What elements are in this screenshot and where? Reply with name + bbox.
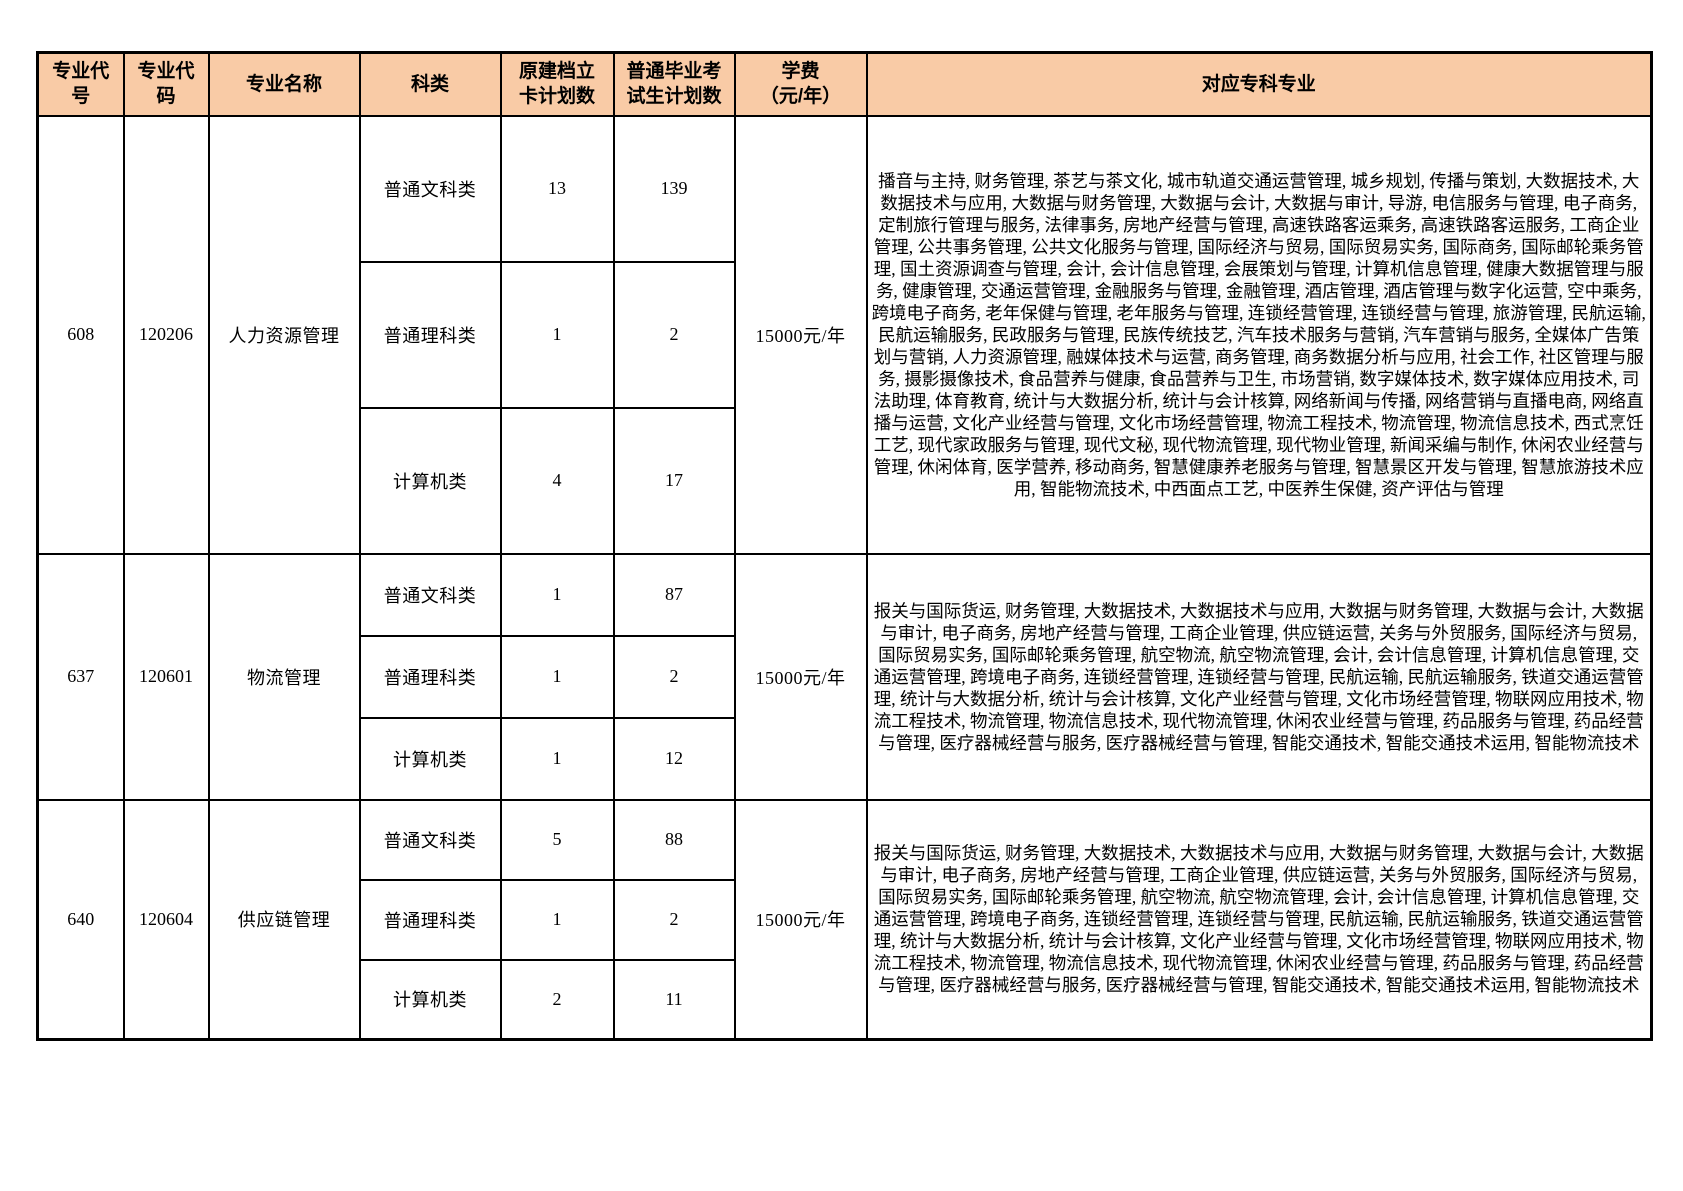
archive-plan-cell: 1: [499, 878, 615, 961]
category-cell: 普通理科类: [358, 878, 502, 961]
table-row: 计算机类 1 12: [38, 716, 1652, 801]
general-plan-cell: 11: [612, 958, 736, 1041]
table-row: 637 120601 物流管理 普通文科类 1 87 15000元/年 报关与国…: [36, 552, 1653, 801]
archive-plan-cell: 13: [499, 114, 615, 263]
general-plan-cell: 88: [612, 798, 736, 881]
header-corresponding-majors: 对应专科专业: [865, 51, 1653, 117]
major-name-cell: 物流管理: [207, 552, 361, 801]
general-plan-cell: 2: [612, 878, 736, 961]
category-cell: 计算机类: [358, 958, 502, 1041]
table-row: 普通理科类 1 2: [38, 634, 1652, 719]
header-subject-category: 科类: [358, 51, 502, 117]
header-archive-plan: 原建档立 卡计划数: [499, 51, 615, 117]
category-cell: 普通文科类: [358, 552, 502, 637]
table-row: 640 120604 供应链管理 普通文科类 5 88 15000元/年 报关与…: [36, 798, 1653, 1041]
table-row: 计算机类 2 11: [38, 958, 1652, 1041]
table-row: 普通理科类 1 2: [38, 878, 1652, 961]
table-row: 普通理科类 1 2: [38, 260, 1652, 409]
header-major-code-no: 专业代号: [36, 51, 125, 117]
archive-plan-cell: 1: [499, 716, 615, 801]
tuition-cell: 15000元/年: [733, 114, 868, 555]
general-plan-cell: 2: [612, 260, 736, 409]
major-name-cell: 供应链管理: [207, 798, 361, 1041]
tuition-cell: 15000元/年: [733, 552, 868, 801]
archive-plan-cell: 1: [499, 552, 615, 637]
major-code-no-cell: 608: [36, 114, 125, 555]
tuition-cell: 15000元/年: [733, 798, 868, 1041]
category-cell: 普通文科类: [358, 798, 502, 881]
general-plan-cell: 12: [612, 716, 736, 801]
archive-plan-cell: 2: [499, 958, 615, 1041]
archive-plan-cell: 1: [499, 634, 615, 719]
general-plan-cell: 139: [612, 114, 736, 263]
header-major-code: 专业代码: [122, 51, 210, 117]
category-cell: 普通理科类: [358, 634, 502, 719]
table-row: 608 120206 人力资源管理 普通文科类 13 139 15000元/年 …: [36, 114, 1653, 555]
major-code-no-cell: 637: [36, 552, 125, 801]
table-row: 计算机类 4 17: [38, 406, 1652, 555]
general-plan-cell: 2: [612, 634, 736, 719]
header-major-name: 专业名称: [207, 51, 361, 117]
header-row: 专业代号 专业代码 专业名称 科类 原建档立 卡计划数 普通毕业考 试生计划数 …: [36, 51, 1653, 117]
enrollment-plan-table: 专业代号 专业代码 专业名称 科类 原建档立 卡计划数 普通毕业考 试生计划数 …: [36, 51, 1653, 1041]
major-code-cell: 120206: [122, 114, 210, 555]
general-plan-cell: 17: [612, 406, 736, 555]
category-cell: 普通文科类: [358, 114, 502, 263]
major-code-cell: 120604: [122, 798, 210, 1041]
header-general-exam-plan: 普通毕业考 试生计划数: [612, 51, 736, 117]
major-name-cell: 人力资源管理: [207, 114, 361, 555]
archive-plan-cell: 1: [499, 260, 615, 409]
archive-plan-cell: 5: [499, 798, 615, 881]
category-cell: 计算机类: [358, 716, 502, 801]
corresponding-majors-cell: 报关与国际货运, 财务管理, 大数据技术, 大数据技术与应用, 大数据与财务管理…: [865, 552, 1653, 801]
general-plan-cell: 87: [612, 552, 736, 637]
major-code-cell: 120601: [122, 552, 210, 801]
category-cell: 普通理科类: [358, 260, 502, 409]
corresponding-majors-cell: 播音与主持, 财务管理, 茶艺与茶文化, 城市轨道交通运营管理, 城乡规划, 传…: [865, 114, 1653, 555]
header-tuition: 学费 （元/年）: [733, 51, 868, 117]
corresponding-majors-cell: 报关与国际货运, 财务管理, 大数据技术, 大数据技术与应用, 大数据与财务管理…: [865, 798, 1653, 1041]
major-code-no-cell: 640: [36, 798, 125, 1041]
category-cell: 计算机类: [358, 406, 502, 555]
archive-plan-cell: 4: [499, 406, 615, 555]
